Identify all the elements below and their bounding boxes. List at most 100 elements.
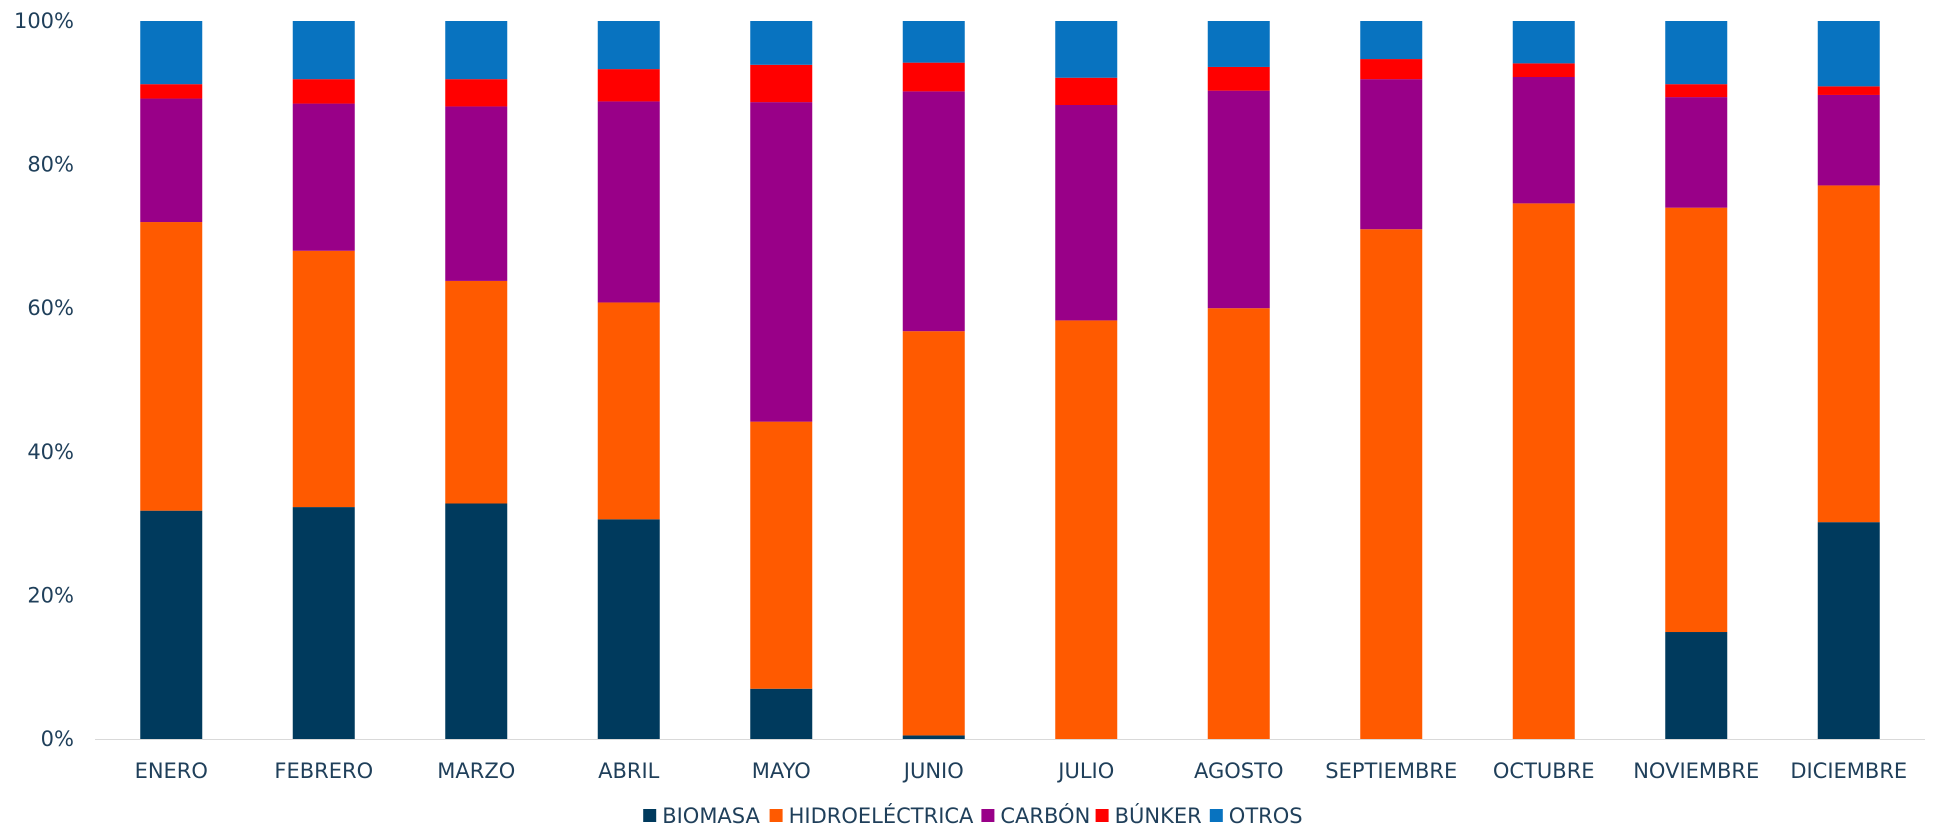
bar-segment [1055,105,1118,321]
bar-segment [1817,86,1880,95]
bar-segment [1512,21,1575,64]
x-category-label: ENERO [135,759,208,783]
x-category-label: MAYO [752,759,811,783]
bar-segment [292,21,355,80]
bar-segment [1055,320,1118,739]
bar-segment [1817,94,1880,186]
x-category-label: SEPTIEMBRE [1325,759,1457,783]
bar-segment [140,98,203,223]
bar-segment [1512,77,1575,204]
bar-segment [292,507,355,739]
bar-segment [1207,308,1270,739]
x-axis: ENERO FEBRERO MARZO ABRIL MAYO JUNIO JULIO AGOS… [135,759,1908,783]
bar-segment [1207,90,1270,309]
y-tick-label: 100% [14,9,74,33]
y-tick-label: 60% [27,296,74,320]
bar-segment [1360,21,1423,60]
legend-swatch [1209,809,1223,822]
bar-segment [140,510,203,739]
y-tick-label: 40% [27,440,74,464]
x-category-label: NOVIEMBRE [1633,759,1759,783]
bar-stack-mayo [750,21,813,739]
bar-segment [750,421,813,689]
bar-segment [597,21,660,70]
legend-label: BIOMASA [662,804,760,828]
bars [140,21,1880,739]
bar-segment [1512,203,1575,739]
bar-segment [902,331,965,736]
bar-segment [597,302,660,520]
x-category-label: FEBRERO [274,759,373,783]
bar-stack-julio [1055,21,1118,739]
bar-stack-enero [140,21,203,739]
bar-stack-junio [902,21,965,739]
bar-segment [902,91,965,332]
bar-segment [750,688,813,739]
bar-stack-septiembre [1360,21,1423,739]
bar-segment [445,79,508,107]
x-category-label: JULIO [1056,759,1114,783]
bar-segment [1207,66,1270,91]
bar-stack-marzo [445,21,508,739]
bar-segment [750,102,813,422]
legend: BIOMASA HIDROELÉCTRICA CARBÓN BÚNKER OTROS [643,803,1303,828]
legend-label: BÚNKER [1115,803,1202,828]
bar-segment [597,101,660,303]
bar-segment [597,519,660,739]
bar-segment [1817,21,1880,87]
bar-segment [1360,79,1423,230]
bar-segment [445,21,508,80]
y-tick-label: 20% [27,583,74,607]
bar-segment [445,280,508,504]
bar-segment [445,106,508,281]
bar-segment [750,64,813,103]
x-category-label: MARZO [437,759,515,783]
bar-segment [597,69,660,102]
bar-segment [1360,59,1423,80]
bar-segment [140,84,203,99]
legend-item: BÚNKER [1095,803,1202,828]
legend-label: HIDROELÉCTRICA [789,803,974,828]
bar-segment [1055,21,1118,78]
x-category-label: ABRIL [598,759,660,783]
bar-segment [292,79,355,104]
bar-stack-abril [597,21,660,739]
bar-segment [1665,97,1728,208]
bar-stack-diciembre [1817,21,1880,739]
bar-segment [292,103,355,251]
legend-item: BIOMASA [643,804,761,828]
bar-segment [1665,207,1728,633]
bar-segment [140,222,203,511]
bar-stack-agosto [1207,21,1270,739]
x-category-label: JUNIO [902,759,964,783]
x-category-label: OCTUBRE [1493,759,1595,783]
bar-segment [750,21,813,65]
bar-segment [902,62,965,92]
legend-item: CARBÓN [981,803,1090,828]
bar-segment [1817,522,1880,739]
bar-segment [1512,63,1575,78]
x-category-label: DICIEMBRE [1790,759,1907,783]
bar-segment [1665,632,1728,739]
bar-segment [1055,77,1118,106]
y-tick-label: 0% [41,727,74,751]
legend-label: CARBÓN [1000,803,1090,828]
legend-swatch [981,809,995,822]
bar-segment [902,21,965,63]
legend-swatch [643,809,657,822]
bar-segment [1817,185,1880,523]
y-axis: 0% 20% 40% 60% 80% 100% [14,9,74,751]
bar-segment [1665,21,1728,85]
y-tick-label: 80% [27,153,74,177]
bar-stack-octubre [1512,21,1575,739]
bar-segment [445,503,508,739]
legend-item: HIDROELÉCTRICA [769,803,974,828]
x-category-label: AGOSTO [1194,759,1284,783]
bar-segment [140,21,203,85]
bar-stack-noviembre [1665,21,1728,739]
legend-swatch [1095,809,1109,822]
bar-segment [1665,84,1728,98]
legend-swatch [769,809,783,822]
legend-label: OTROS [1229,804,1303,828]
